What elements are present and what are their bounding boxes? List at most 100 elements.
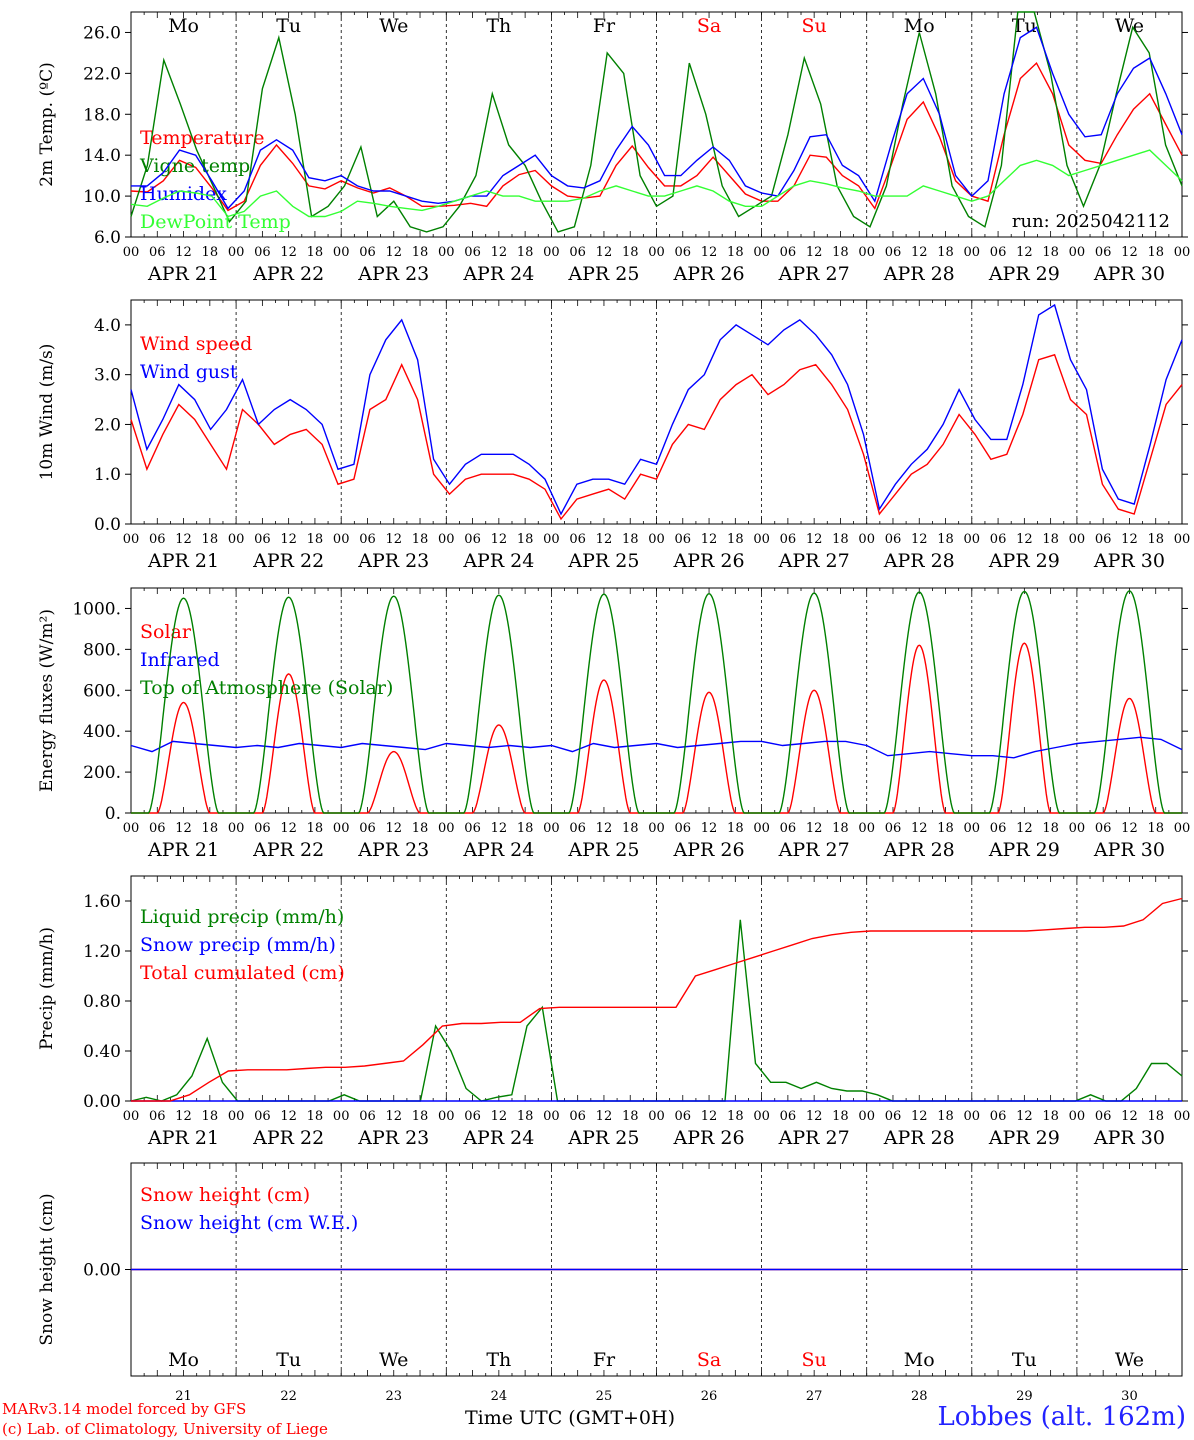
y-tick-label: 0.0 — [94, 515, 121, 535]
x-hour-label: 06 — [569, 532, 586, 547]
x-hour-label: 12 — [701, 821, 718, 836]
x-hour-label: 18 — [1042, 245, 1059, 260]
x-hour-label: 00 — [648, 821, 665, 836]
x-hour-label: 18 — [412, 532, 429, 547]
x-hour-label: 06 — [464, 1109, 481, 1124]
x-hour-label: 18 — [622, 821, 639, 836]
x-hour-label: 06 — [149, 821, 166, 836]
weekday-label: Th — [486, 1349, 511, 1371]
x-hour-label: 06 — [675, 821, 692, 836]
x-day-label: APR 29 — [988, 550, 1060, 572]
x-hour-label: 12 — [491, 1109, 508, 1124]
x-day-label: APR 24 — [462, 550, 534, 572]
x-hour-label: 12 — [596, 245, 613, 260]
panel-3: 0. 200. 400. 600. 800. 1000. Energy fluxes (W/… — [37, 587, 1190, 861]
x-hour-label: 00 — [543, 821, 560, 836]
weekday-label: Mo — [168, 1349, 199, 1371]
x-day-label: APR 27 — [778, 550, 850, 572]
x-hour-label: 06 — [1095, 532, 1112, 547]
x-hour-label: 00 — [858, 1109, 875, 1124]
x-hour-label: 00 — [333, 532, 350, 547]
legend-liquid-precip-mm-h-: Liquid precip (mm/h) — [140, 906, 344, 928]
legend-snow-precip-mm-h-: Snow precip (mm/h) — [140, 934, 336, 956]
y-tick-label: 0.00 — [83, 1092, 121, 1112]
x-hour-label: 06 — [149, 532, 166, 547]
x-hour-label: 18 — [622, 1109, 639, 1124]
day-number-label: 24 — [491, 1389, 508, 1404]
x-hour-label: 18 — [832, 245, 849, 260]
x-day-label: APR 21 — [147, 839, 219, 861]
legend-snow-height-cm-: Snow height (cm) — [140, 1184, 310, 1206]
x-hour-label: 12 — [1121, 1109, 1138, 1124]
legend-wind-gust: Wind gust — [140, 361, 238, 383]
x-hour-label: 00 — [543, 532, 560, 547]
x-day-label: APR 30 — [1093, 263, 1165, 285]
x-hour-label: 00 — [228, 821, 245, 836]
x-hour-label: 06 — [569, 1109, 586, 1124]
y-axis-label: 10m Wind (m/s) — [37, 344, 57, 481]
x-hour-label: 06 — [780, 532, 797, 547]
x-day-label: APR 25 — [567, 839, 639, 861]
y-tick-label: 1.0 — [94, 465, 121, 485]
panel-frame — [130, 587, 1183, 814]
x-hour-label: 00 — [753, 532, 770, 547]
x-hour-label: 18 — [517, 1109, 534, 1124]
x-hour-label: 18 — [517, 821, 534, 836]
x-hour-label: 12 — [385, 1109, 402, 1124]
x-hour-label: 12 — [491, 245, 508, 260]
x-hour-label: 18 — [1042, 1109, 1059, 1124]
x-day-label: APR 21 — [147, 1127, 219, 1149]
y-tick-label: 1000. — [72, 599, 121, 619]
x-hour-label: 00 — [438, 532, 455, 547]
x-day-label: APR 25 — [567, 263, 639, 285]
x-hour-label: 00 — [1174, 245, 1191, 260]
x-hour-label: 12 — [1016, 532, 1033, 547]
x-hour-label: 18 — [307, 532, 324, 547]
x-hour-label: 00 — [858, 532, 875, 547]
weekday-label: We — [379, 15, 408, 37]
run-annotation: run: 2025042112 — [1012, 211, 1170, 232]
x-hour-label: 12 — [491, 532, 508, 547]
x-hour-label: 18 — [1147, 245, 1164, 260]
x-hour-label: 00 — [123, 532, 140, 547]
x-hour-label: 00 — [648, 1109, 665, 1124]
day-number-label: 29 — [1016, 1389, 1033, 1404]
x-day-label: APR 23 — [357, 550, 429, 572]
x-day-label: APR 21 — [147, 550, 219, 572]
panel-4: 0.00 0.40 0.80 1.20 1.60 Precip (mm/h) 00 06 12 1… — [37, 875, 1190, 1149]
x-hour-label: 06 — [675, 245, 692, 260]
weekday-label: Mo — [904, 15, 935, 37]
x-axis-title: Time UTC (GMT+0H) — [465, 1407, 675, 1429]
x-day-label: APR 22 — [252, 550, 324, 572]
x-day-label: APR 27 — [778, 839, 850, 861]
x-day-label: APR 30 — [1093, 550, 1165, 572]
x-day-label: APR 26 — [673, 263, 745, 285]
x-hour-label: 18 — [517, 532, 534, 547]
day-number-label: 22 — [280, 1389, 297, 1404]
x-hour-label: 18 — [412, 245, 429, 260]
y-axis-label: Snow height (cm) — [37, 1193, 57, 1345]
y-axis-label: Precip (mm/h) — [37, 927, 57, 1050]
y-axis-label: 2m Temp. (ºC) — [37, 62, 57, 187]
y-tick-label: 0. — [105, 804, 121, 824]
y-tick-label: 200. — [83, 763, 121, 783]
y-tick-label: 1.60 — [83, 892, 121, 912]
x-hour-label: 00 — [1069, 245, 1086, 260]
day-number-label: 23 — [385, 1389, 402, 1404]
x-hour-label: 18 — [622, 245, 639, 260]
x-hour-label: 18 — [937, 821, 954, 836]
x-hour-label: 12 — [806, 1109, 823, 1124]
x-day-label: APR 26 — [673, 550, 745, 572]
x-hour-label: 00 — [333, 821, 350, 836]
x-day-label: APR 25 — [567, 550, 639, 572]
x-hour-label: 18 — [937, 1109, 954, 1124]
legend-snow-height-cm-w-e-: Snow height (cm W.E.) — [140, 1212, 358, 1234]
x-hour-label: 12 — [911, 821, 928, 836]
x-hour-label: 12 — [596, 532, 613, 547]
series-line-top-of-atmosphere-solar- — [131, 590, 1182, 814]
x-hour-label: 06 — [569, 245, 586, 260]
x-hour-label: 12 — [1016, 245, 1033, 260]
x-hour-label: 18 — [832, 821, 849, 836]
x-hour-label: 00 — [123, 245, 140, 260]
x-hour-label: 06 — [990, 1109, 1007, 1124]
